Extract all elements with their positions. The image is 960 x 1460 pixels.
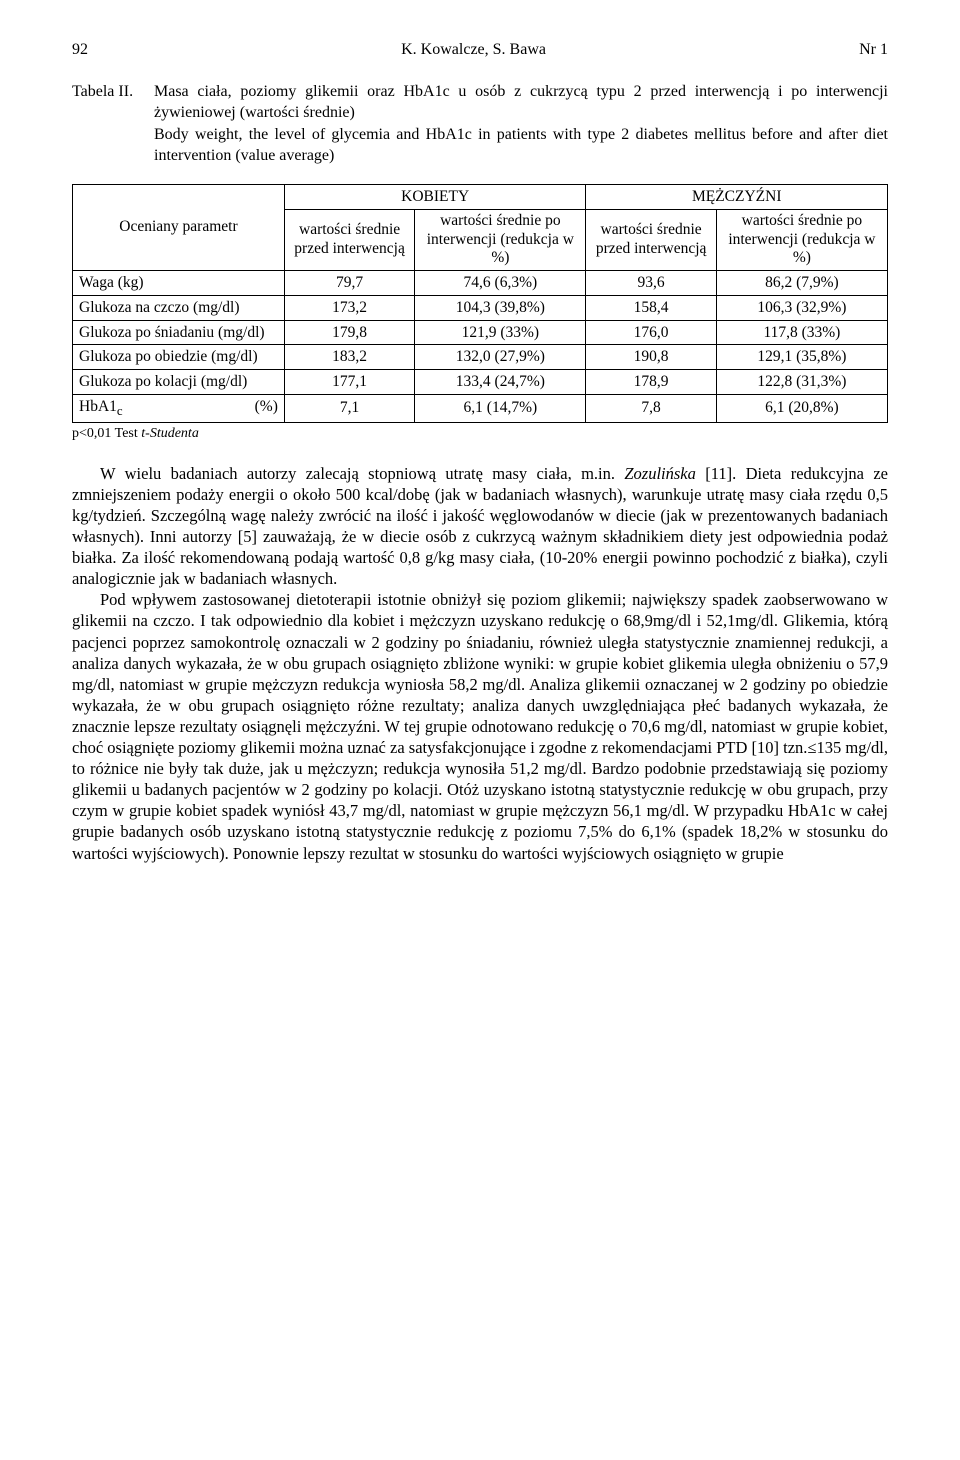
cell-value: 177,1 [284,370,414,395]
table-row: Glukoza po śniadaniu (mg/dl) 179,8 121,9… [73,320,888,345]
cell-param: Glukoza na czczo (mg/dl) [73,295,285,320]
col-group-men: MĘŻCZYŹNI [586,185,888,210]
table-title-en: Body weight, the level of glycemia and H… [154,125,888,166]
cell-value: 93,6 [586,270,716,295]
cell-value: 6,1 (14,7%) [415,395,586,423]
footnote-text: p<0,01 Test [72,426,141,441]
col-group-women: KOBIETY [284,185,586,210]
table-caption: Tabela II. Masa ciała, poziomy glikemii … [72,82,888,166]
cell-value: 179,8 [284,320,414,345]
cell-value: 121,9 (33%) [415,320,586,345]
table-header-row-groups: Oceniany parametr KOBIETY MĘŻCZYŹNI [73,185,888,210]
table-label-spacer [72,125,154,166]
header-authors: K. Kowalcze, S. Bawa [401,40,546,60]
cell-value: 7,1 [284,395,414,423]
col-men-before: wartości średnie przed interwencją [586,210,716,271]
table-row: Glukoza po obiedzie (mg/dl) 183,2 132,0 … [73,345,888,370]
paragraph-italic: Zozulińska [624,464,696,483]
glycemia-table: Oceniany parametr KOBIETY MĘŻCZYŹNI wart… [72,184,888,422]
page-header: 92 K. Kowalcze, S. Bawa Nr 1 [72,40,888,60]
cell-value: 6,1 (20,8%) [716,395,887,423]
cell-param: Glukoza po obiedzie (mg/dl) [73,345,285,370]
cell-value: 158,4 [586,295,716,320]
paragraph: W wielu badaniach autorzy zalecają stopn… [72,463,888,590]
table-label: Tabela II. [72,82,154,123]
paragraph-text: W wielu badaniach autorzy zalecają stopn… [100,464,624,483]
cell-value: 7,8 [586,395,716,423]
cell-param-text: HbA1 [79,398,117,415]
cell-value: 122,8 (31,3%) [716,370,887,395]
cell-value: 79,7 [284,270,414,295]
table-row: Glukoza na czczo (mg/dl) 173,2 104,3 (39… [73,295,888,320]
table-row: Waga (kg) 79,7 74,6 (6,3%) 93,6 86,2 (7,… [73,270,888,295]
cell-value: 132,0 (27,9%) [415,345,586,370]
col-parameter: Oceniany parametr [73,185,285,271]
cell-value: 129,1 (35,8%) [716,345,887,370]
footnote-italic: t-Studenta [141,426,199,441]
header-issue: Nr 1 [859,40,888,60]
cell-value: 106,3 (32,9%) [716,295,887,320]
cell-param: Glukoza po kolacji (mg/dl) [73,370,285,395]
cell-param: Waga (kg) [73,270,285,295]
table-footnote: p<0,01 Test t-Studenta [72,425,888,443]
cell-value: 173,2 [284,295,414,320]
cell-param-sub: c [117,403,123,418]
col-women-after: wartości średnie po interwencji (redukcj… [415,210,586,271]
col-women-before: wartości średnie przed interwencją [284,210,414,271]
page-number: 92 [72,40,88,60]
cell-value: 178,9 [586,370,716,395]
table-row: Glukoza po kolacji (mg/dl) 177,1 133,4 (… [73,370,888,395]
cell-value: 86,2 (7,9%) [716,270,887,295]
cell-value: 176,0 [586,320,716,345]
cell-value: 133,4 (24,7%) [415,370,586,395]
cell-value: 104,3 (39,8%) [415,295,586,320]
cell-value: 117,8 (33%) [716,320,887,345]
paragraph: Pod wpływem zastosowanej dietoterapii is… [72,589,888,863]
cell-param: Glukoza po śniadaniu (mg/dl) [73,320,285,345]
cell-value: 190,8 [586,345,716,370]
cell-value: 74,6 (6,3%) [415,270,586,295]
cell-param-unit: (%) [255,397,278,420]
table-row: HbA1c (%) 7,1 6,1 (14,7%) 7,8 6,1 (20,8%… [73,395,888,423]
body-text: W wielu badaniach autorzy zalecają stopn… [72,463,888,864]
col-men-after: wartości średnie po interwencji (redukcj… [716,210,887,271]
cell-param: HbA1c (%) [73,395,285,423]
cell-value: 183,2 [284,345,414,370]
table-title-pl: Masa ciała, poziomy glikemii oraz HbA1c … [154,82,888,123]
